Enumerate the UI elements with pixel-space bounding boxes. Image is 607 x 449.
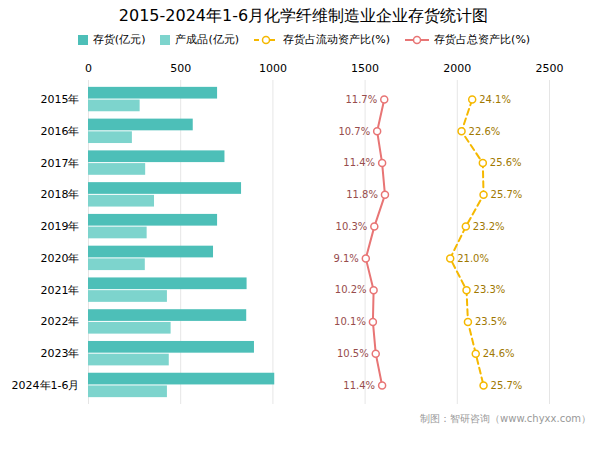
- svg-text:21.0%: 21.0%: [457, 253, 489, 264]
- html-text:产成品(亿元): 产成品(亿元): [175, 33, 239, 46]
- svg-text:2023年: 2023年: [41, 347, 80, 360]
- svg-text:2000: 2000: [443, 62, 471, 75]
- svg-text:24.1%: 24.1%: [479, 94, 511, 105]
- svg-text:0: 0: [85, 62, 92, 75]
- svg-text:9.1%: 9.1%: [333, 253, 358, 264]
- svg-text:10.1%: 10.1%: [334, 316, 366, 327]
- svg-text:10.7%: 10.7%: [338, 126, 370, 137]
- svg-text:2017年: 2017年: [41, 157, 80, 170]
- svg-text:22.6%: 22.6%: [469, 126, 501, 137]
- svg-text:2500: 2500: [536, 62, 564, 75]
- html-text:存货(亿元): 存货(亿元): [92, 33, 146, 46]
- svg-text:2024年1-6月: 2024年1-6月: [12, 379, 80, 392]
- svg-text:25.7%: 25.7%: [491, 189, 523, 200]
- svg-text:11.7%: 11.7%: [345, 94, 377, 105]
- svg-text:11.8%: 11.8%: [346, 189, 378, 200]
- svg-text:10.2%: 10.2%: [335, 284, 367, 295]
- svg-text:2022年: 2022年: [41, 315, 80, 328]
- svg-text:11.4%: 11.4%: [343, 157, 375, 168]
- svg-text:2020年: 2020年: [41, 252, 80, 265]
- html-text:存货占流动资产比(%): 存货占流动资产比(%): [283, 33, 391, 46]
- svg-text:25.7%: 25.7%: [491, 380, 523, 391]
- svg-text:2019年: 2019年: [41, 220, 80, 233]
- html-text:制图：智研咨询（www.chyxx.com）: 制图：智研咨询（www.chyxx.com）: [420, 413, 591, 424]
- html-text:2015-2024年1-6月化学纤维制造业企业存货统计图: 2015-2024年1-6月化学纤维制造业企业存货统计图: [118, 6, 489, 25]
- svg-text:2016年: 2016年: [41, 125, 80, 138]
- svg-text:25.6%: 25.6%: [490, 157, 522, 168]
- html-text:存货占总资产比(%): 存货占总资产比(%): [434, 33, 531, 46]
- svg-text:11.4%: 11.4%: [343, 380, 375, 391]
- svg-text:23.3%: 23.3%: [474, 284, 506, 295]
- svg-text:10.3%: 10.3%: [336, 221, 368, 232]
- svg-text:2018年: 2018年: [41, 188, 80, 201]
- svg-text:10.5%: 10.5%: [337, 348, 369, 359]
- svg-text:23.5%: 23.5%: [475, 316, 507, 327]
- svg-text:2021年: 2021年: [41, 284, 80, 297]
- svg-text:23.2%: 23.2%: [473, 221, 505, 232]
- svg-text:24.6%: 24.6%: [483, 348, 515, 359]
- svg-text:1000: 1000: [259, 62, 287, 75]
- svg-text:500: 500: [170, 62, 191, 75]
- svg-text:1500: 1500: [351, 62, 379, 75]
- svg-text:2015年: 2015年: [41, 93, 80, 106]
